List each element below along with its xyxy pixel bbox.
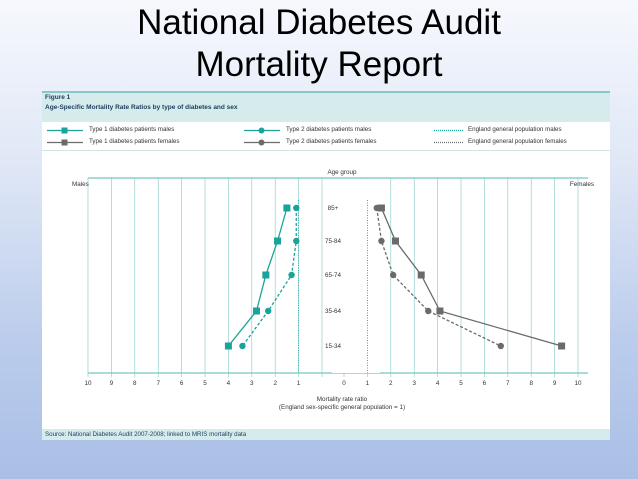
data-point-circle — [378, 237, 385, 245]
data-point-square — [558, 342, 566, 350]
x-tick-label: 6 — [180, 380, 184, 387]
age-label-band — [332, 179, 380, 373]
figure-header: Figure 1 Age-Specific Mortality Rate Rat… — [42, 91, 610, 122]
age-group-label: 15-34 — [325, 343, 342, 350]
age-group-label: 35-64 — [325, 308, 342, 315]
x-tick-label: 9 — [110, 380, 114, 387]
data-point-circle — [497, 342, 504, 350]
x-tick-label: 4 — [436, 380, 440, 387]
data-point-circle — [239, 342, 246, 350]
data-point-square — [391, 237, 399, 245]
x-tick-label: 8 — [529, 380, 533, 387]
legend-swatch-square-icon — [47, 127, 83, 134]
legend-swatch-square-icon — [47, 139, 83, 146]
data-point-square — [274, 237, 282, 245]
figure-number: Figure 1 — [45, 94, 71, 101]
data-point-square — [436, 307, 444, 315]
data-point-circle — [288, 271, 295, 279]
data-point-square — [417, 271, 425, 279]
x-tick-label: 2 — [273, 380, 277, 387]
x-tick-label: 10 — [84, 380, 92, 387]
slide-title-line2: Mortality Report — [195, 45, 443, 84]
age-group-heading: Age group — [327, 169, 357, 176]
x-tick-label: 9 — [553, 380, 557, 387]
figure-panel: Figure 1 Age-Specific Mortality Rate Rat… — [42, 91, 610, 440]
females-label: Females — [570, 181, 594, 188]
x-tick-label: 1 — [297, 380, 301, 387]
series-line-3 — [376, 207, 502, 347]
series-line-1 — [241, 208, 297, 347]
x-tick-label: 10 — [574, 380, 582, 387]
data-point-square — [262, 271, 270, 279]
series-line-2 — [380, 207, 562, 347]
data-point-square — [283, 204, 291, 212]
x-tick-label: 3 — [412, 380, 416, 387]
data-point-circle — [264, 307, 272, 315]
data-point-circle — [293, 204, 300, 212]
series-line-0 — [227, 207, 288, 347]
data-point-circle — [373, 204, 380, 212]
data-point-square — [224, 342, 232, 350]
data-point-circle — [389, 271, 397, 279]
x-tick-label: 3 — [250, 380, 254, 387]
age-group-label: 85+ — [328, 205, 339, 212]
chart-grid — [87, 177, 588, 377]
slide-title-line1: National Diabetes Audit — [137, 3, 501, 42]
legend-swatch-dotted-icon — [434, 129, 464, 132]
data-point-circle — [425, 307, 432, 315]
data-point-circle — [293, 237, 300, 245]
x-tick-label: 5 — [203, 380, 207, 387]
x-tick-label: 1 — [366, 380, 370, 387]
legend-swatch-circle-icon — [244, 127, 280, 134]
legend-label: Type 1 diabetes patients males — [89, 126, 175, 133]
legend: Type 1 diabetes patients males Type 2 di… — [42, 122, 610, 151]
males-label: Males — [72, 181, 89, 188]
x-tick-label: 2 — [389, 380, 393, 387]
figure-subtitle: Age-Specific Mortality Rate Ratios by ty… — [45, 104, 238, 111]
x-tick-label: 8 — [133, 380, 137, 387]
x-tick-label: 7 — [156, 380, 160, 387]
header-rule — [42, 91, 610, 93]
slide-title: National Diabetes Audit Mortality Report — [0, 2, 638, 86]
age-group-label: 75-84 — [325, 238, 342, 245]
x-tick-label: 7 — [506, 380, 510, 387]
x-axis-title: Mortality rate ratio — [317, 396, 368, 403]
chart-series — [224, 204, 566, 350]
legend-swatch-circle-icon — [244, 139, 280, 146]
data-point-square — [252, 307, 260, 315]
legend-label: Type 2 diabetes patients males — [286, 126, 372, 133]
x-tick-label: 5 — [459, 380, 463, 387]
legend-label: Type 2 diabetes patients females — [286, 138, 377, 145]
x-axis-subtitle: (England sex-specific general population… — [279, 404, 405, 411]
age-group-label: 65-74 — [325, 272, 342, 279]
legend-label: England general population females — [468, 138, 567, 145]
data-point-square — [377, 204, 385, 212]
legend-label: England general population males — [468, 126, 562, 133]
x-tick-label: 4 — [227, 380, 231, 387]
x-tick-label: 0 — [342, 380, 346, 387]
legend-swatch-dotted-icon — [434, 141, 464, 144]
figure-source: Source: National Diabetes Audit 2007-200… — [42, 429, 610, 440]
x-tick-label: 6 — [483, 380, 487, 387]
legend-label: Type 1 diabetes patients females — [89, 138, 180, 145]
